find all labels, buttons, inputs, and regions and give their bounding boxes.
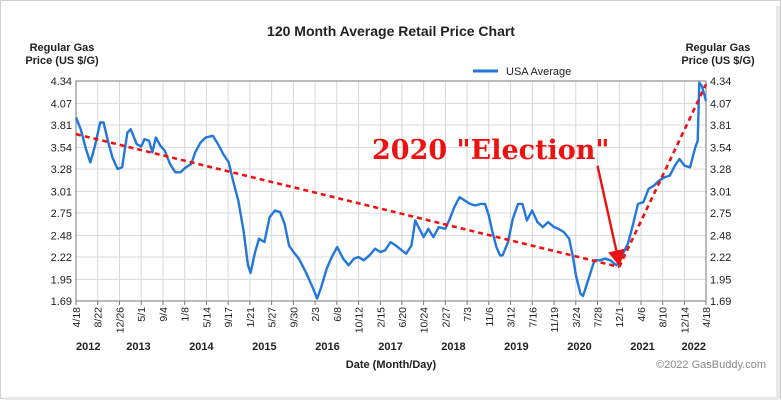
y-tick-label-right: 3.28 — [710, 164, 731, 176]
frame-shadow-right — [776, 6, 780, 400]
y-axis-ticks: 4.34 4.34 4.07 4.07 3.81 3.81 3.54 3.54 3.28 3.28… — [51, 76, 732, 308]
x-tick-label: 4/6 — [636, 307, 648, 322]
x-tick-label: 5/1 — [136, 307, 148, 322]
y-tick-label-left: 2.48 — [51, 230, 72, 242]
x-axis-ticks: 4/18 8/22 12/26 5/1 9/4 1/8 5/14 9/17 1/21 5/27 9/… — [71, 301, 713, 333]
y-tick-label-right: 4.07 — [710, 98, 731, 110]
frame-shadow-bottom — [6, 397, 780, 400]
x-tick-label: 10/12 — [354, 307, 366, 333]
y-tick-label-right: 4.34 — [710, 76, 731, 88]
y-tick-label-right: 3.54 — [710, 142, 731, 154]
x-tick-label: 5/14 — [201, 307, 213, 328]
x-tick-label: 8/10 — [658, 307, 670, 328]
y-tick-label-left: 1.95 — [51, 274, 72, 286]
x-tick-label: 7/28 — [592, 307, 604, 328]
year-label: 2018 — [441, 341, 465, 353]
year-label: 2013 — [126, 341, 150, 353]
y-tick-label-left: 3.81 — [51, 120, 72, 132]
y-tick-label-left: 1.69 — [51, 296, 72, 308]
y-tick-label-left: 2.22 — [51, 252, 72, 264]
trendline-dashed — [75, 132, 620, 269]
x-tick-label: 12/14 — [679, 307, 691, 333]
x-tick-label: 1/21 — [245, 307, 257, 328]
y-tick-label-left: 3.54 — [51, 142, 72, 154]
year-label: 2022 — [682, 341, 706, 353]
year-label: 2014 — [189, 341, 214, 353]
y-tick-label-right: 1.95 — [710, 274, 731, 286]
year-label: 2021 — [630, 341, 654, 353]
x-tick-label: 9/30 — [288, 307, 300, 328]
x-tick-label: 12/26 — [114, 307, 126, 333]
right-axis-label-line-1: Regular Gas — [686, 42, 751, 54]
x-tick-label: 12/1 — [614, 307, 626, 328]
x-tick-label: 9/17 — [223, 307, 235, 328]
year-label: 2016 — [315, 341, 339, 353]
y-tick-label-right: 3.01 — [710, 186, 731, 198]
trendline-dashed — [618, 83, 708, 268]
x-tick-label: 1/8 — [180, 307, 192, 322]
left-axis-label-line-2: Price (US $/G) — [25, 55, 99, 67]
x-tick-label: 6/20 — [397, 307, 409, 328]
x-tick-label: 2/27 — [440, 307, 452, 328]
x-tick-label: 8/22 — [93, 307, 105, 328]
legend-label: USA Average — [506, 66, 571, 78]
x-tick-label: 6/8 — [332, 307, 344, 322]
x-tick-label: 2/15 — [375, 307, 387, 328]
year-label: 2012 — [76, 341, 100, 353]
x-tick-label: 10/24 — [419, 307, 431, 333]
x-tick-label: 9/4 — [158, 307, 170, 322]
y-tick-label-right: 2.22 — [710, 252, 731, 264]
x-tick-label: 4/18 — [701, 307, 713, 328]
chart-title: 120 Month Average Retail Price Chart — [267, 23, 515, 39]
annotations: 2020 "Election" — [75, 83, 708, 269]
y-tick-label-right: 2.48 — [710, 230, 731, 242]
x-tick-label: 5/27 — [267, 307, 279, 328]
arrow-to-election — [596, 165, 625, 267]
series-line-usa-average — [74, 81, 708, 300]
x-tick-label: 11/6 — [484, 307, 496, 327]
election-annotation: 2020 "Election" — [372, 135, 610, 166]
year-labels: 2012 2013 2014 2015 2016 2017 2018 2019 2020 2021… — [76, 341, 706, 353]
y-tick-label-right: 2.75 — [710, 208, 731, 220]
y-tick-label-left: 4.34 — [51, 76, 72, 88]
x-tick-label: 2/3 — [310, 307, 322, 322]
year-label: 2015 — [252, 341, 276, 353]
y-tick-label-left: 3.28 — [51, 164, 72, 176]
y-tick-label-left: 3.01 — [51, 186, 72, 198]
x-tick-label: 7/16 — [527, 307, 539, 328]
y-tick-label-right: 1.69 — [710, 296, 731, 308]
x-tick-label: 7/3 — [462, 307, 474, 322]
x-tick-label: 3/12 — [506, 307, 518, 328]
plot-area-border — [75, 80, 707, 302]
year-label: 2019 — [504, 341, 528, 353]
year-label: 2017 — [378, 341, 402, 353]
left-axis-label-line-1: Regular Gas — [30, 42, 95, 54]
x-axis-label: Date (Month/Day) — [346, 359, 437, 371]
x-tick-label: 3/24 — [571, 307, 583, 328]
y-tick-label-right: 3.81 — [710, 120, 731, 132]
credit-text: ©2022 GasBuddy.com — [656, 359, 766, 371]
x-tick-label: 11/19 — [549, 307, 561, 333]
x-tick-label: 4/18 — [71, 307, 83, 328]
right-axis-label-line-2: Price (US $/G) — [681, 55, 755, 67]
y-tick-label-left: 2.75 — [51, 208, 72, 220]
year-label: 2020 — [567, 341, 591, 353]
y-tick-label-left: 4.07 — [51, 98, 72, 110]
legend: USA Average — [473, 66, 571, 78]
